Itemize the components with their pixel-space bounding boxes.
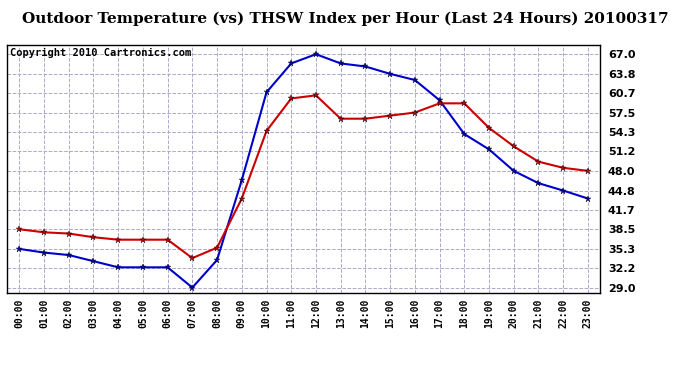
Text: Copyright 2010 Cartronics.com: Copyright 2010 Cartronics.com [10, 48, 191, 57]
Text: Outdoor Temperature (vs) THSW Index per Hour (Last 24 Hours) 20100317: Outdoor Temperature (vs) THSW Index per … [21, 11, 669, 26]
